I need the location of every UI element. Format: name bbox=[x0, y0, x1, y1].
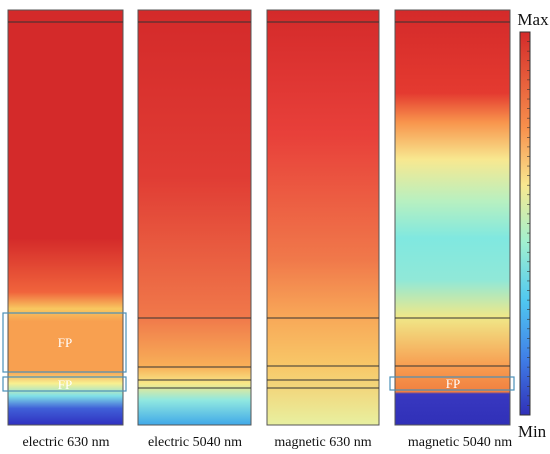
panel-label: magnetic 630 nm bbox=[274, 435, 371, 450]
panel: electric 5040 nm bbox=[137, 9, 252, 450]
fp-label: FP bbox=[446, 376, 460, 391]
field-map bbox=[394, 9, 511, 426]
fp-label: FP bbox=[58, 335, 72, 350]
fp-label: FP bbox=[58, 377, 72, 392]
panel-label: electric 630 nm bbox=[22, 435, 109, 450]
panel: FP magnetic 5040 nm bbox=[389, 9, 515, 450]
colorbar: Max Min bbox=[517, 10, 549, 441]
colorbar-max: Max bbox=[517, 10, 549, 29]
panel-label: magnetic 5040 nm bbox=[408, 435, 512, 450]
fp-box bbox=[2, 376, 127, 392]
field-map bbox=[7, 9, 124, 426]
panel: FP FP electric 630 nm bbox=[2, 9, 127, 450]
field-map bbox=[137, 9, 252, 426]
field-map bbox=[266, 9, 380, 426]
fp-box bbox=[2, 312, 127, 373]
panel-label: electric 5040 nm bbox=[148, 435, 242, 450]
colorbar-min: Min bbox=[518, 422, 547, 441]
panel: magnetic 630 nm bbox=[266, 9, 380, 450]
fp-box bbox=[389, 376, 515, 391]
